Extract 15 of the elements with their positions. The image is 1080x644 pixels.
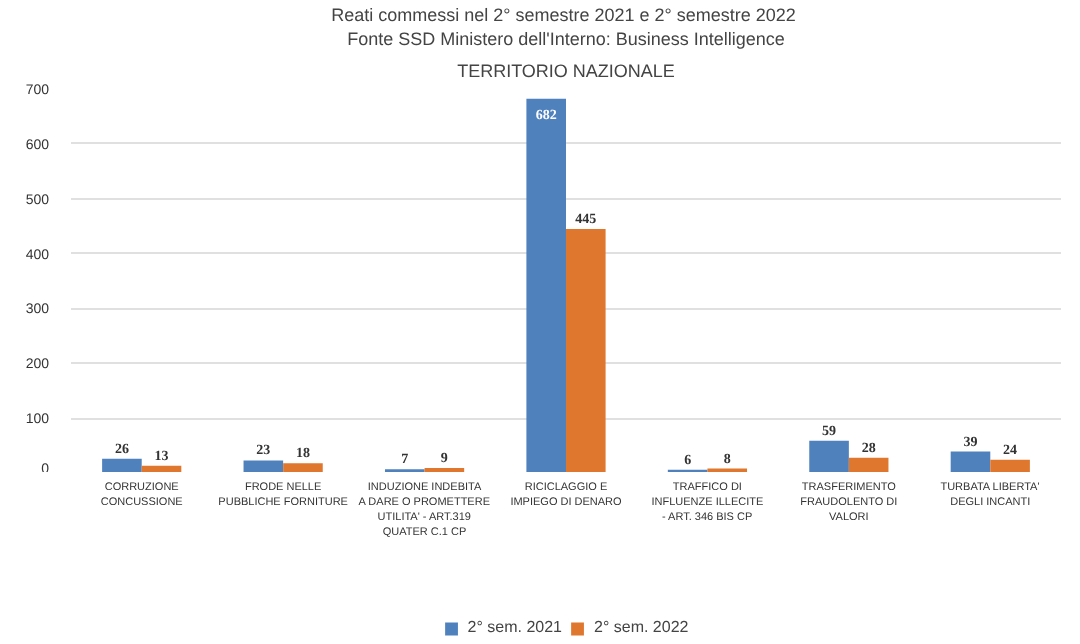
chart-subtitle: Fonte SSD Ministero dell'Interno: Business Intelligence — [347, 29, 785, 49]
text: TERRITORIO NAZIONALE — [457, 61, 675, 81]
bar — [990, 459, 1030, 472]
bar — [243, 460, 284, 472]
legend-label: 2° sem. 2021 — [467, 618, 562, 636]
bar — [566, 228, 606, 472]
bar — [283, 463, 323, 472]
bar — [141, 465, 182, 472]
bar — [102, 458, 142, 472]
bar — [809, 440, 849, 472]
bar — [526, 98, 566, 472]
legend-label: 2° sem. 2022 — [594, 618, 689, 636]
bar — [848, 457, 889, 472]
chart-title: Reati commessi nel 2° semestre 2021 e 2° semestre 2022 — [331, 5, 796, 25]
bar — [950, 451, 991, 472]
